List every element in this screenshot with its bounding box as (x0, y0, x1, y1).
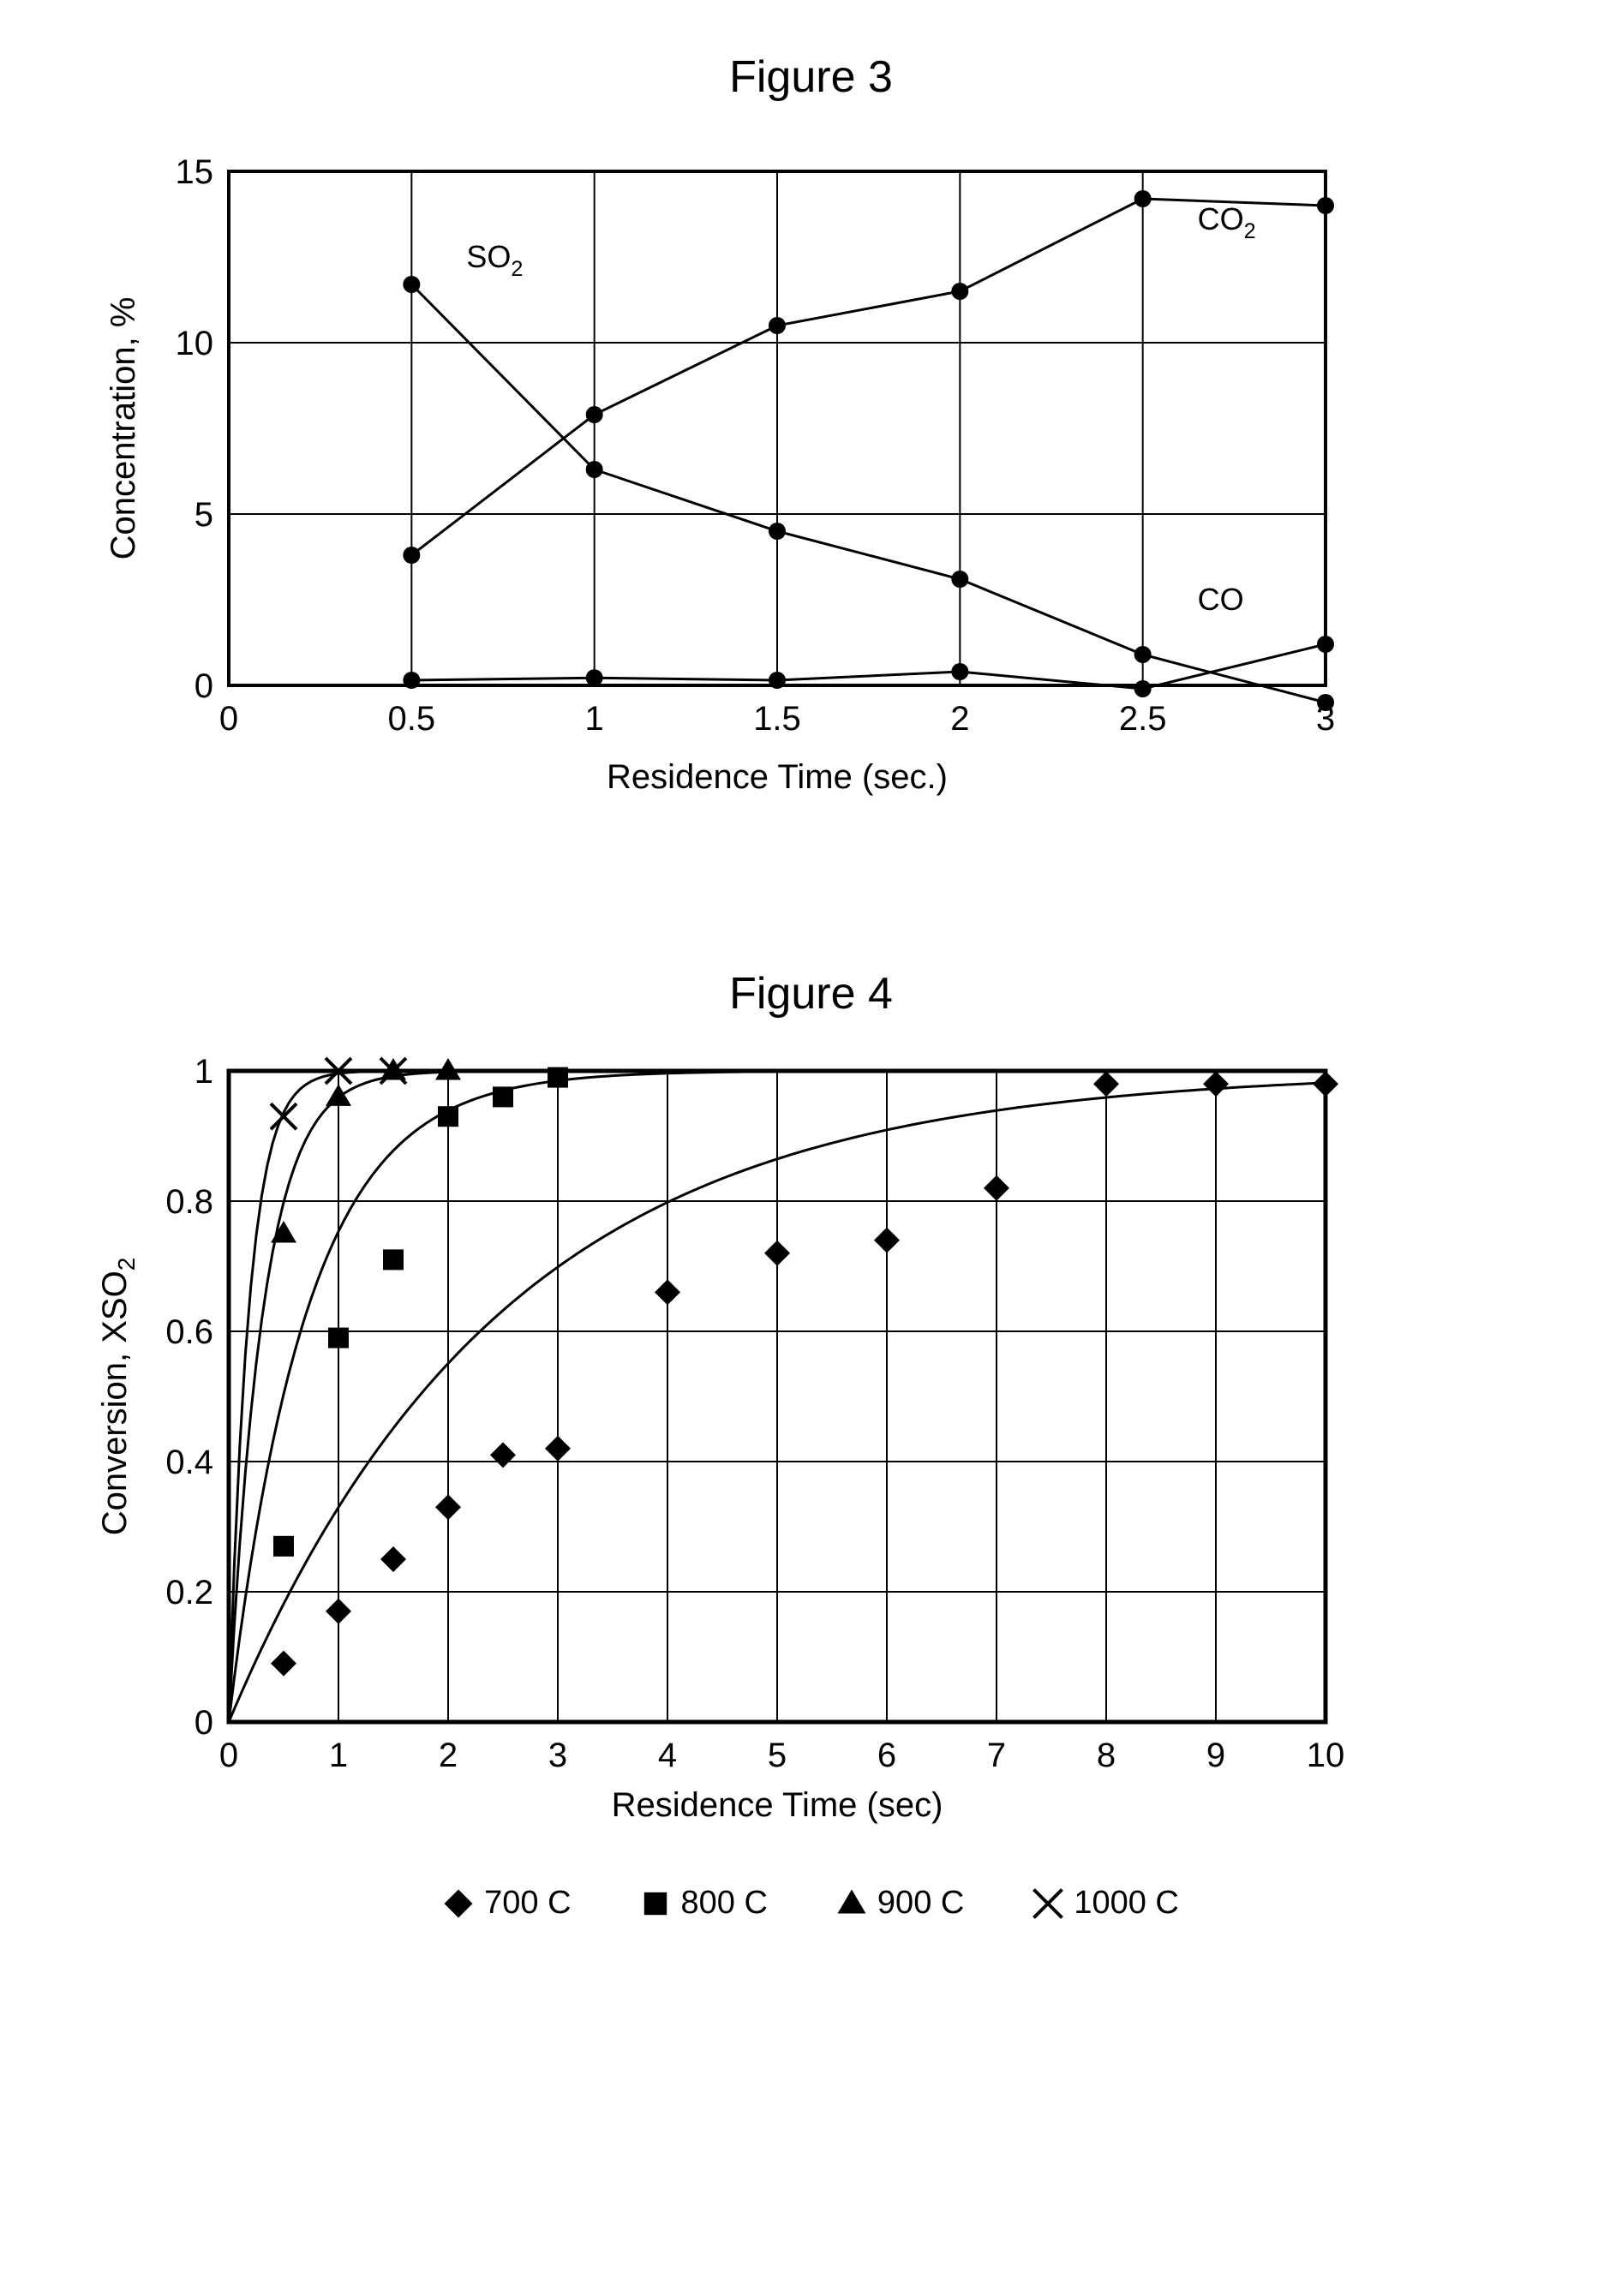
annotation-CO: CO (1197, 582, 1243, 617)
y-axis-label: Concentration, % (105, 297, 142, 560)
annotation-SO2: SO2 (466, 239, 523, 281)
diamond-marker-icon (443, 1888, 474, 1919)
figure-3-chart: 05101500.511.522.53SO2CO2COResidence Tim… (40, 129, 1583, 831)
svg-text:5: 5 (767, 1737, 786, 1774)
square-marker-icon (640, 1888, 671, 1919)
svg-text:1.5: 1.5 (753, 700, 801, 738)
svg-text:5: 5 (194, 496, 212, 534)
svg-text:1: 1 (194, 1053, 212, 1091)
svg-text:10: 10 (175, 325, 213, 362)
legend-label: 800 C (681, 1885, 768, 1922)
legend-label: 700 C (484, 1885, 571, 1922)
triangle-marker-icon (836, 1888, 867, 1919)
cross-marker-icon (1032, 1888, 1063, 1919)
svg-text:2: 2 (950, 700, 969, 738)
svg-text:0: 0 (218, 1737, 237, 1774)
figure-3-title: Figure 3 (40, 51, 1583, 103)
svg-text:7: 7 (986, 1737, 1005, 1774)
svg-text:1: 1 (584, 700, 603, 738)
x-axis-label: Residence Time (sec.) (607, 758, 948, 796)
svg-text:8: 8 (1096, 1737, 1115, 1774)
legend-item-800-C: 800 C (640, 1885, 768, 1922)
svg-text:0.4: 0.4 (165, 1444, 213, 1481)
figure-4-legend: 700 C 800 C 900 C 1000 C (40, 1885, 1583, 1922)
svg-text:0.5: 0.5 (387, 700, 435, 738)
svg-text:0.8: 0.8 (165, 1183, 213, 1221)
figure-4: Figure 4 00.20.40.60.81012345678910Resid… (40, 968, 1583, 1922)
svg-text:2.5: 2.5 (1118, 700, 1166, 738)
x-axis-label: Residence Time (sec) (611, 1786, 943, 1824)
legend-item-900-C: 900 C (836, 1885, 964, 1922)
figure-4-chart: 00.20.40.60.81012345678910Residence Time… (40, 1045, 1583, 1868)
legend-item-700-C: 700 C (443, 1885, 571, 1922)
svg-text:1: 1 (328, 1737, 347, 1774)
svg-text:9: 9 (1206, 1737, 1224, 1774)
svg-text:2: 2 (438, 1737, 457, 1774)
y-axis-label: Conversion, XSO2 (96, 1258, 140, 1536)
svg-text:0: 0 (194, 667, 212, 705)
svg-text:3: 3 (548, 1737, 566, 1774)
svg-text:4: 4 (657, 1737, 676, 1774)
svg-text:0: 0 (218, 700, 237, 738)
svg-text:0.2: 0.2 (165, 1574, 213, 1611)
svg-text:10: 10 (1306, 1737, 1344, 1774)
figure-3: Figure 3 05101500.511.522.53SO2CO2COResi… (40, 51, 1583, 831)
figure-4-title: Figure 4 (40, 968, 1583, 1019)
legend-label: 1000 C (1074, 1885, 1179, 1922)
legend-label: 900 C (877, 1885, 964, 1922)
legend-item-1000-C: 1000 C (1032, 1885, 1179, 1922)
svg-text:0: 0 (194, 1704, 212, 1742)
annotation-CO2: CO2 (1197, 201, 1255, 243)
svg-text:15: 15 (175, 153, 213, 191)
svg-text:0.6: 0.6 (165, 1313, 213, 1351)
svg-text:6: 6 (877, 1737, 895, 1774)
